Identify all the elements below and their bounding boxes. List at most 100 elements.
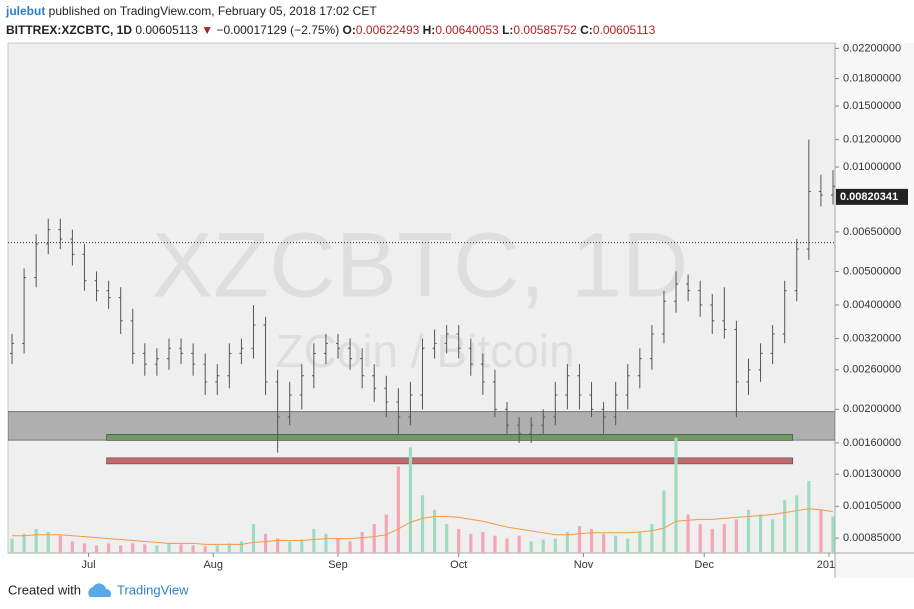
- published: published on TradingView.com, February 0…: [48, 4, 377, 18]
- open: 0.00622493: [355, 23, 420, 37]
- volume-bar: [589, 528, 594, 553]
- y-tick-label: 0.00320000: [843, 332, 901, 344]
- volume-bar: [710, 528, 714, 553]
- volume-bar: [734, 519, 739, 553]
- down-arrow: ▼: [201, 23, 214, 37]
- y-tick-label: 0.00650000: [843, 226, 901, 238]
- volume-bar: [529, 541, 533, 553]
- h-label: H:: [422, 23, 436, 37]
- x-tick-label: 2018: [817, 559, 841, 571]
- volume-bar: [493, 535, 497, 553]
- volume-bar: [481, 531, 485, 553]
- change: −0.00017129 (−2.75%): [216, 23, 340, 37]
- y-tick-label: 0.01200000: [843, 134, 901, 146]
- volume-bar: [505, 538, 509, 553]
- volume-ma: [12, 508, 834, 545]
- volume-bar: [10, 538, 14, 553]
- last: 0.00605113: [135, 23, 198, 37]
- header: julebut published on TradingView.com, Fe…: [6, 2, 655, 40]
- volume-bar: [457, 528, 461, 553]
- volume-bar: [34, 528, 38, 553]
- logo[interactable]: [88, 583, 111, 597]
- x-tick-label: Sep: [328, 559, 348, 571]
- y-tick-label: 0.00200000: [843, 403, 901, 415]
- volume-bar: [251, 524, 256, 553]
- volume-bar: [263, 533, 268, 553]
- x-tick-label: Nov: [574, 559, 594, 571]
- volume-bar: [650, 524, 654, 553]
- volume-bar: [420, 495, 425, 553]
- volume-bar: [396, 466, 400, 553]
- y-tick-label: 0.00500000: [843, 265, 901, 277]
- volume-bar: [239, 541, 244, 553]
- y-tick-label: 0.00260000: [843, 364, 901, 376]
- watermark: XZCBTC, 1D: [152, 214, 689, 316]
- volume-bar: [432, 509, 437, 553]
- y-tick-label: 0.01000000: [843, 161, 901, 173]
- x-tick-label: Oct: [450, 559, 467, 571]
- volume-bar: [372, 524, 376, 553]
- footer-created: Created with: [8, 582, 81, 597]
- footer-brand[interactable]: TradingView: [117, 582, 189, 597]
- volume-bar: [807, 480, 811, 553]
- x-tick-label: Dec: [694, 559, 714, 571]
- price-tag-label: 0.00820341: [840, 191, 898, 203]
- volume-bar: [698, 524, 702, 553]
- volume-bar: [276, 538, 280, 553]
- volume-bar: [722, 524, 726, 553]
- volume-bar: [614, 535, 618, 553]
- volume-bar: [565, 531, 569, 553]
- c-label: C:: [580, 23, 593, 37]
- volume-bar: [143, 544, 147, 553]
- high: 0.00640053: [435, 23, 499, 37]
- volume-bar: [686, 514, 690, 553]
- volume-bar: [553, 538, 557, 553]
- volume-bar: [336, 538, 340, 553]
- volume-bar: [469, 533, 473, 553]
- x-tick-label: Aug: [203, 559, 223, 571]
- volume-bar: [758, 514, 763, 553]
- volume-bar: [107, 543, 111, 553]
- volume-bar: [408, 447, 413, 553]
- volume-bar: [626, 538, 630, 553]
- volume-bar: [131, 543, 135, 553]
- y-tick-label: 0.00085000: [843, 532, 901, 544]
- y-tick-label: 0.01500000: [843, 100, 901, 112]
- volume-bar: [674, 437, 678, 553]
- y-tick-label: 0.00160000: [843, 437, 901, 449]
- price-axis: [835, 43, 914, 578]
- volume-bar: [638, 531, 642, 553]
- price-tag: [836, 188, 908, 205]
- user[interactable]: julebut: [6, 4, 46, 18]
- volume-bar: [46, 531, 50, 553]
- volume-bar: [179, 544, 183, 553]
- volume-bar: [58, 535, 62, 553]
- y-tick-label: 0.01800000: [843, 72, 901, 84]
- volume-bar: [167, 543, 171, 553]
- volume-bar: [227, 543, 231, 553]
- low: 0.00585752: [513, 23, 577, 37]
- y-tick-label: 0.00130000: [843, 468, 901, 480]
- x-tick-label: Jul: [81, 559, 95, 571]
- volume-bar: [82, 543, 87, 553]
- volume-bar: [215, 545, 219, 553]
- volume-bar: [191, 545, 195, 553]
- o-label: O:: [342, 23, 356, 37]
- volume-bar: [119, 545, 123, 553]
- volume-bar: [795, 495, 799, 553]
- l-label: L:: [502, 23, 514, 37]
- close: 0.00605113: [592, 23, 656, 37]
- volume-bar: [312, 528, 316, 553]
- volume-bar: [94, 545, 99, 553]
- y-tick-label: 0.00105000: [843, 500, 901, 512]
- volume-bar: [22, 533, 26, 553]
- symbol: BITTREX:XZCBTC, 1D: [6, 23, 132, 37]
- volume-bar: [203, 546, 207, 553]
- volume-bar: [324, 533, 328, 553]
- volume-bar: [155, 545, 159, 553]
- volume-bar: [70, 541, 74, 553]
- volume-bar: [384, 514, 388, 553]
- plot-area: [7, 42, 836, 554]
